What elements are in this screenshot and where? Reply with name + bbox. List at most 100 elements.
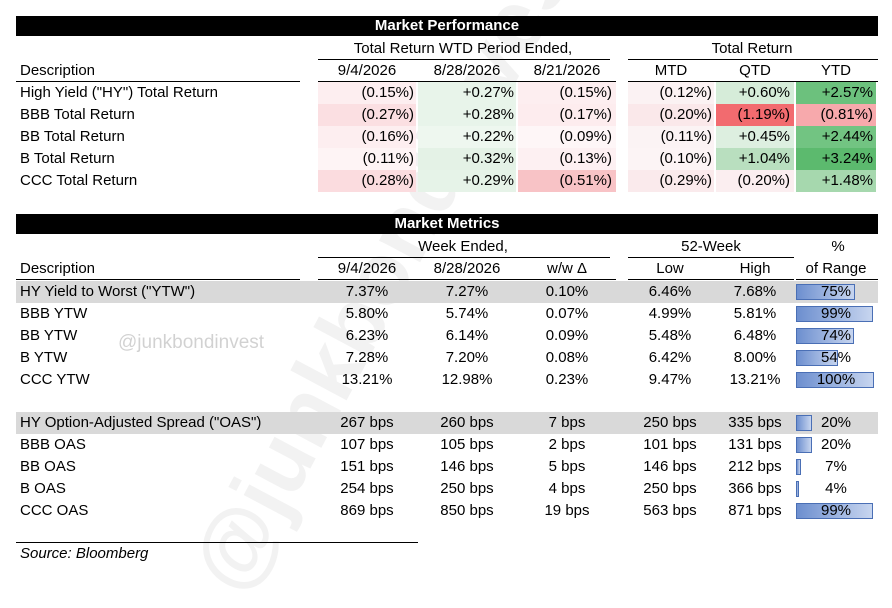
value-cell: (0.28%) [361, 172, 414, 189]
row-label: CCC Total Return [20, 172, 138, 189]
value-cell: 0.10% [545, 283, 589, 300]
row-label: HY Yield to Worst ("YTW") [20, 283, 196, 300]
performance-col-header: 8/21/2026 [533, 62, 601, 79]
pct-of-range: 99% [820, 502, 852, 519]
value-cell: 7.37% [345, 283, 389, 300]
range-bar [796, 328, 854, 344]
value-cell: 19 bps [544, 502, 590, 519]
value-cell: (0.29%) [659, 172, 712, 189]
row-label: BB OAS [20, 458, 76, 475]
value-cell-shade [318, 104, 416, 126]
value-cell-shade [796, 148, 876, 170]
value-cell: 105 bps [440, 436, 494, 453]
table-row: High Yield ("HY") Total Return (0.15%) +0.… [0, 82, 892, 104]
value-cell-shade [418, 148, 516, 170]
value-cell: (0.27%) [361, 106, 414, 123]
value-cell: 101 bps [643, 436, 697, 453]
value-cell: +0.45% [738, 128, 790, 145]
value-cell: 7.20% [445, 349, 489, 366]
row-label: BBB YTW [20, 305, 88, 322]
range-bar [796, 459, 801, 475]
pct-of-range: 75% [820, 283, 852, 300]
value-cell: 13.21% [729, 371, 781, 388]
value-cell: 5 bps [548, 458, 586, 475]
range-bar [796, 306, 873, 322]
table-row: B OAS 254 bps 250 bps 4 bps 250 bps 366 bps 4% [0, 478, 892, 500]
value-cell-shade [628, 126, 714, 148]
value-cell: (0.15%) [559, 84, 612, 101]
metrics-col-header: High [739, 260, 771, 277]
table-row: CCC OAS 869 bps 850 bps 19 bps 563 bps 871 bp… [0, 500, 892, 522]
value-cell: +0.27% [462, 84, 514, 101]
performance-col-header: MTD [654, 62, 688, 79]
value-cell: 8.00% [733, 349, 777, 366]
value-cell: 5.80% [345, 305, 389, 322]
value-cell: 260 bps [440, 414, 494, 431]
value-cell: (1.19%) [737, 106, 790, 123]
pct-of-range: 4% [825, 480, 847, 497]
performance-col-description: Description [20, 62, 96, 79]
value-cell: (0.12%) [659, 84, 712, 101]
value-cell-shade [418, 82, 516, 104]
value-cell: 2 bps [548, 436, 586, 453]
metrics-group-week: Week Ended, [418, 238, 508, 255]
value-cell: 151 bps [340, 458, 394, 475]
value-cell: 107 bps [340, 436, 394, 453]
value-cell: (0.17%) [559, 106, 612, 123]
row-label: HY Option-Adjusted Spread ("OAS") [20, 414, 262, 431]
value-cell-shade [628, 82, 714, 104]
performance-group-total: Total Return [711, 40, 793, 57]
performance-group-wtd: Total Return WTD Period Ended, [353, 40, 573, 57]
value-cell: 6.48% [733, 327, 777, 344]
value-cell-shade [628, 170, 714, 192]
value-cell: 0.07% [545, 305, 589, 322]
value-cell: 7.68% [733, 283, 777, 300]
table-row: B YTW 7.28% 7.20% 0.08% 6.42% 8.00% 54% [0, 347, 892, 369]
value-cell: 9.47% [648, 371, 692, 388]
value-cell-shade [716, 170, 794, 192]
table-row: HY Option-Adjusted Spread ("OAS") 267 bps… [0, 412, 892, 434]
performance-col-header: 9/4/2026 [337, 62, 397, 79]
value-cell: (0.09%) [559, 128, 612, 145]
row-label: BBB OAS [20, 436, 86, 453]
row-shade [16, 412, 878, 434]
metrics-col-header: Low [656, 260, 684, 277]
value-cell-shade [518, 126, 616, 148]
value-cell: 563 bps [643, 502, 697, 519]
value-cell: 250 bps [643, 414, 697, 431]
value-cell: 267 bps [340, 414, 394, 431]
pct-of-range: 20% [820, 436, 852, 453]
value-cell-shade [796, 170, 876, 192]
value-cell: +1.04% [738, 150, 790, 167]
range-bar [796, 437, 812, 453]
value-cell: 7 bps [548, 414, 586, 431]
pct-of-range: 99% [820, 305, 852, 322]
value-cell: +2.44% [821, 128, 873, 145]
value-cell: +0.60% [738, 84, 790, 101]
value-cell-shade [796, 126, 876, 148]
value-cell: (0.51%) [559, 172, 612, 189]
value-cell: 869 bps [340, 502, 394, 519]
value-cell-shade [796, 104, 876, 126]
table-row: BBB Total Return (0.27%) +0.28% (0.17%) (0.2… [0, 104, 892, 126]
value-cell: 12.98% [441, 371, 493, 388]
row-label: BB YTW [20, 327, 78, 344]
value-cell: 850 bps [440, 502, 494, 519]
range-bar [796, 503, 873, 519]
value-cell-shade [518, 104, 616, 126]
value-cell-shade [716, 148, 794, 170]
source-note: Source: Bloomberg [20, 545, 149, 562]
range-bar [796, 481, 799, 497]
row-label: CCC YTW [20, 371, 90, 388]
metrics-col-description: Description [20, 260, 96, 277]
value-cell: 6.23% [345, 327, 389, 344]
performance-title: Market Performance [16, 16, 878, 36]
value-cell: +0.22% [462, 128, 514, 145]
value-cell: 6.46% [648, 283, 692, 300]
value-cell: 0.23% [545, 371, 589, 388]
value-cell: 5.81% [733, 305, 777, 322]
value-cell-shade [796, 82, 876, 104]
table-row: BBB YTW 5.80% 5.74% 0.07% 4.99% 5.81% 99% [0, 303, 892, 325]
table-row: CCC YTW 13.21% 12.98% 0.23% 9.47% 13.21% 100% [0, 369, 892, 391]
value-cell-shade [628, 104, 714, 126]
